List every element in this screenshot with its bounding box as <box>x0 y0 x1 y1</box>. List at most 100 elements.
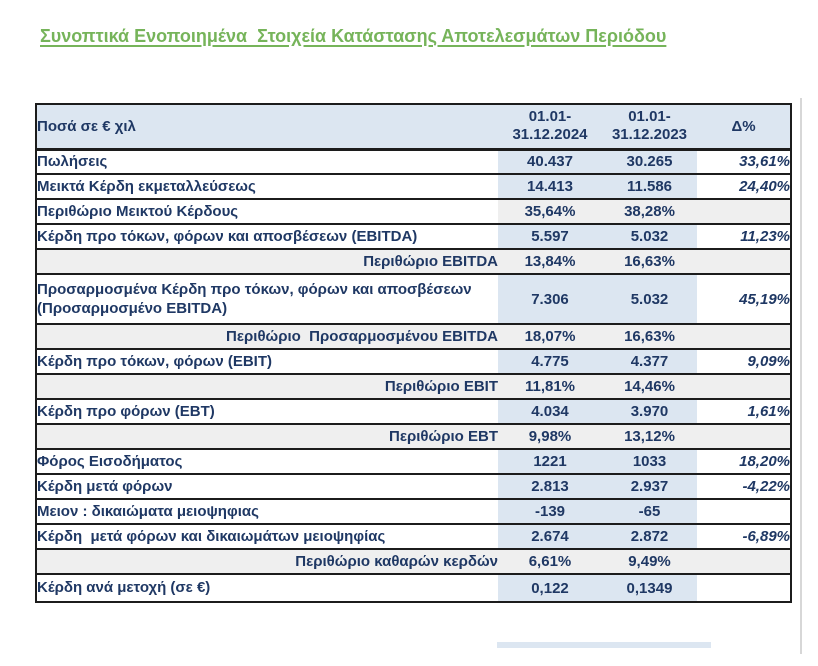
delta-percent-cell <box>697 499 791 525</box>
row-label-cell: Περιθώριο Προσαρμοσμένου EBITDA <box>36 324 498 350</box>
value-2023-cell: 30.265 <box>602 149 697 175</box>
delta-percent-cell: 1,61% <box>697 399 791 425</box>
delta-percent-cell: 45,19% <box>697 274 791 325</box>
row-label-cell: Περιθώριο Μεικτού Κέρδους <box>36 199 498 225</box>
value-2024-cell: 13,84% <box>498 249 602 275</box>
value-2023-cell: 9,49% <box>602 549 697 575</box>
value-2023-cell: 16,63% <box>602 249 697 275</box>
delta-percent-cell: 33,61% <box>697 149 791 175</box>
value-2023-cell: 5.032 <box>602 224 697 250</box>
value-2023-cell: 0,1349 <box>602 574 697 603</box>
table-row: Κέρδη προ τόκων, φόρων (EBIT) 4.775 4.377 9… <box>36 349 791 375</box>
value-2024-cell: 0,122 <box>498 574 602 603</box>
table-row: Κέρδη μετά φόρων 2.813 2.937 -4,22% <box>36 474 791 500</box>
value-2023-cell: 3.970 <box>602 399 697 425</box>
value-2023-cell: 13,12% <box>602 424 697 450</box>
row-label-cell: Περιθώριο EBIT <box>36 374 498 400</box>
value-2024-cell: 40.437 <box>498 149 602 175</box>
table-row: Προσαρμοσμένα Κέρδη προ τόκων, φόρων και… <box>36 274 791 325</box>
delta-percent-cell <box>697 324 791 350</box>
value-2023-cell: 5.032 <box>602 274 697 325</box>
value-2024-cell: 14.413 <box>498 174 602 200</box>
period-2023-line1: 01.01- <box>628 107 671 125</box>
value-2024-cell: 1221 <box>498 449 602 475</box>
row-label-cell: Προσαρμοσμένα Κέρδη προ τόκων, φόρων και… <box>36 274 498 325</box>
row-label-cell: Κέρδη ανά μετοχή (σε €) <box>36 574 498 603</box>
row-label-cell: Περιθώριο EBITDA <box>36 249 498 275</box>
table-row: Πωλήσεις 40.437 30.265 33,61% <box>36 149 791 175</box>
value-2024-cell: 18,07% <box>498 324 602 350</box>
row-label-cell: Φόρος Εισοδήματος <box>36 449 498 475</box>
column-header-amounts: Ποσά σε € χιλ <box>36 104 498 151</box>
table-row: Φόρος Εισοδήματος 1221 1033 18,20% <box>36 449 791 475</box>
table-row: Περιθώριο Προσαρμοσμένου EBITDA 18,07% 16,… <box>36 324 791 350</box>
period-2024-line1: 01.01- <box>528 107 572 125</box>
row-label-cell: Πωλήσεις <box>36 149 498 175</box>
column-header-delta-percent: Δ% <box>697 104 791 151</box>
row-label-cell: Κέρδη προ φόρων (EBT) <box>36 399 498 425</box>
value-2023-cell: 11.586 <box>602 174 697 200</box>
table-row: Περιθώριο καθαρών κερδών 6,61% 9,49% <box>36 549 791 575</box>
value-2023-cell: 4.377 <box>602 349 697 375</box>
row-label-cell: Περιθώριο καθαρών κερδών <box>36 549 498 575</box>
table-row: Κέρδη προ φόρων (EBT) 4.034 3.970 1,61% <box>36 399 791 425</box>
delta-percent-cell <box>697 249 791 275</box>
value-2023-cell: 14,46% <box>602 374 697 400</box>
row-label-cell: Περιθώριο EBT <box>36 424 498 450</box>
row-label-cell: Κέρδη μετά φόρων <box>36 474 498 500</box>
gridline-artifact <box>800 98 802 654</box>
table-row: Κέρδη μετά φόρων και δικαιωμάτων μειοψηφ… <box>36 524 791 550</box>
value-2024-cell: 5.597 <box>498 224 602 250</box>
value-2023-cell: 2.937 <box>602 474 697 500</box>
row-label-cell: Μεικτά Κέρδη εκμεταλλεύσεως <box>36 174 498 200</box>
table-row: Περιθώριο Μεικτού Κέρδους 35,64% 38,28% <box>36 199 791 225</box>
value-2024-cell: 9,98% <box>498 424 602 450</box>
value-2023-cell: 38,28% <box>602 199 697 225</box>
table-row: Κέρδη προ τόκων, φόρων και αποσβέσεων (E… <box>36 224 791 250</box>
value-2023-cell: 16,63% <box>602 324 697 350</box>
table-row: Περιθώριο EBITDA 13,84% 16,63% <box>36 249 791 275</box>
delta-percent-cell <box>697 374 791 400</box>
row-label-cell: Κέρδη μετά φόρων και δικαιωμάτων μειοψηφ… <box>36 524 498 550</box>
delta-percent-cell <box>697 424 791 450</box>
value-2024-cell: 4.034 <box>498 399 602 425</box>
table-row: Περιθώριο EBT 9,98% 13,12% <box>36 424 791 450</box>
period-2023-line2: 31.12.2023 <box>611 126 688 144</box>
value-2024-cell: 35,64% <box>498 199 602 225</box>
delta-percent-cell: -4,22% <box>697 474 791 500</box>
table-row: Μεικτά Κέρδη εκμεταλλεύσεως 14.413 11.586 2… <box>36 174 791 200</box>
delta-percent-cell <box>697 574 791 603</box>
table-row: Περιθώριο EBIT 11,81% 14,46% <box>36 374 791 400</box>
delta-percent-cell: 11,23% <box>697 224 791 250</box>
table-body: Πωλήσεις 40.437 30.265 33,61% Μεικτά Κέρδη ε… <box>36 149 791 603</box>
column-header-period-2023: 01.01- 31.12.2023 <box>602 104 697 151</box>
value-2024-cell: 11,81% <box>498 374 602 400</box>
row-label-cell: Μειον : δικαιώματα μειοψηφιας <box>36 499 498 525</box>
delta-percent-cell: 18,20% <box>697 449 791 475</box>
table-header-row: Ποσά σε € χιλ 01.01- 31.12.2024 01.01- 3… <box>36 104 791 151</box>
period-2024-line2: 31.12.2024 <box>512 126 588 144</box>
value-2024-cell: 2.813 <box>498 474 602 500</box>
value-2024-cell: 7.306 <box>498 274 602 325</box>
table-bottom-artifact-strip <box>497 642 711 648</box>
page-title: Συνοπτικά Ενοποιημένα Στοιχεία Κατάσταση… <box>40 26 667 46</box>
row-label-cell: Κέρδη προ τόκων, φόρων (EBIT) <box>36 349 498 375</box>
delta-percent-cell: 24,40% <box>697 174 791 200</box>
delta-percent-cell: 9,09% <box>697 349 791 375</box>
table-row: Κέρδη ανά μετοχή (σε €) 0,122 0,1349 <box>36 574 791 603</box>
value-2024-cell: 6,61% <box>498 549 602 575</box>
delta-percent-cell: -6,89% <box>697 524 791 550</box>
value-2023-cell: 2.872 <box>602 524 697 550</box>
table-row: Μειον : δικαιώματα μειοψηφιας -139 -65 <box>36 499 791 525</box>
delta-percent-cell <box>697 199 791 225</box>
column-header-period-2024: 01.01- 31.12.2024 <box>498 104 602 151</box>
value-2024-cell: -139 <box>498 499 602 525</box>
income-statement-table: Ποσά σε € χιλ 01.01- 31.12.2024 01.01- 3… <box>35 103 792 603</box>
value-2024-cell: 4.775 <box>498 349 602 375</box>
row-label-cell: Κέρδη προ τόκων, φόρων και αποσβέσεων (E… <box>36 224 498 250</box>
value-2023-cell: 1033 <box>602 449 697 475</box>
delta-percent-cell <box>697 549 791 575</box>
value-2023-cell: -65 <box>602 499 697 525</box>
value-2024-cell: 2.674 <box>498 524 602 550</box>
